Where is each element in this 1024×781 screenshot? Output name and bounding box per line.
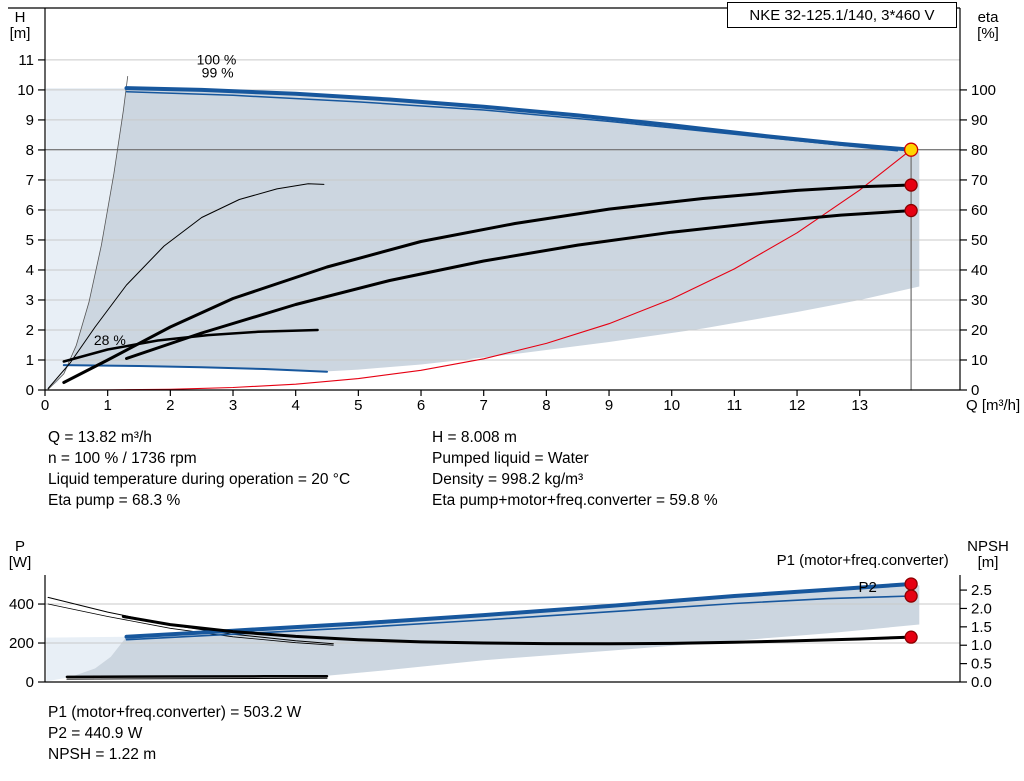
y-right-axis-label: NPSH: [967, 538, 1009, 555]
low-flow-area: [46, 88, 127, 390]
npsh-marker: [904, 630, 918, 644]
y-left-tick-label: 10: [17, 82, 34, 99]
y-left-tick-label: 0: [26, 674, 34, 691]
y-left-tick-label: 5: [26, 232, 34, 249]
x-tick-label: 11: [727, 397, 743, 414]
y-left-tick-label: 11: [18, 52, 34, 69]
y-left-tick-label: 4: [26, 262, 34, 279]
system-curve: [44, 149, 912, 391]
operating-point-info-left: Q = 13.82 m³/h n = 100 % / 1736 rpm Liqu…: [48, 427, 350, 511]
operating-point-info-right: H = 8.008 m Pumped liquid = Water Densit…: [432, 427, 718, 511]
info-line-eta-pump: Eta pump = 68.3 %: [48, 492, 181, 509]
info-line-density: Density = 998.2 kg/m³: [432, 471, 584, 488]
y-left-tick-label: 400: [9, 596, 34, 613]
info-line-p1: P1 (motor+freq.converter) = 503.2 W: [48, 704, 302, 721]
y-right-tick-label: 90: [971, 112, 988, 129]
y-right-tick-label: 80: [971, 142, 988, 159]
power-npsh-chart: 0 200 400 0.00.5 1.01.5 2.02.5 P[W] NPSH[m] P1 (…: [9, 538, 1009, 691]
x-tick-label: 12: [789, 397, 806, 414]
duty-point-marker: [903, 142, 919, 157]
y-left-axis-label: [W]: [9, 554, 32, 571]
y-left-tick-label: 7: [26, 172, 34, 189]
y-left-tick-label: 0: [26, 382, 34, 399]
y-left-tick-label: 200: [9, 635, 34, 652]
info-line-head: H = 8.008 m: [432, 429, 517, 446]
x-tick-label: 1: [103, 397, 111, 414]
y-left-tick-label: 1: [26, 352, 34, 369]
pump-model-title: NKE 32-125.1/140, 3*460 V: [727, 2, 957, 28]
info-line-speed: n = 100 % / 1736 rpm: [48, 450, 197, 467]
y-right-tick-label: 1.5: [971, 619, 992, 636]
speed-100-label: 100 %: [197, 51, 237, 67]
y-right-tick-label: 0: [971, 382, 979, 399]
x-tick-label: 3: [229, 397, 237, 414]
p1-curve-label: P1 (motor+freq.converter): [777, 552, 949, 569]
y-right-tick-label: 2.0: [971, 600, 992, 617]
x-tick-label: 8: [542, 397, 550, 414]
y-right-tick-label: 10: [971, 352, 988, 369]
x-tick-label: 7: [480, 397, 488, 414]
y-right-tick-label: 1.0: [971, 637, 992, 654]
y-left-axis-label: [m]: [10, 25, 31, 42]
y-right-tick-label: 50: [971, 232, 988, 249]
y-left-axis-label: H: [15, 9, 26, 26]
eta-pump-min-speed-curve: [47, 183, 325, 389]
y-right-axis-label: [m]: [978, 554, 999, 571]
info-line-p2: P2 = 440.9 W: [48, 725, 143, 742]
info-line-q: Q = 13.82 m³/h: [48, 429, 152, 446]
pump-curve-min-speed: [62, 364, 328, 373]
y-left-tick-label: 3: [26, 292, 34, 309]
y-left-tick-label: 2: [26, 322, 34, 339]
info-line-npsh: NPSH = 1.22 m: [48, 746, 157, 763]
y-right-tick-label: 2.5: [971, 582, 992, 599]
x-axis-label: Q [m³/h]: [966, 397, 1020, 414]
x-tick-label: 0: [41, 397, 49, 414]
p-min-speed-thin-line: [66, 677, 328, 680]
y-right-tick-label: 40: [971, 262, 988, 279]
y-left-tick-label: 6: [26, 202, 34, 219]
p-min-speed-line: [65, 674, 329, 679]
eta-total-curve: [125, 209, 913, 360]
x-tick-label: 10: [663, 397, 680, 414]
eta-total-min-speed-curve: [62, 328, 319, 363]
p1-curve: [124, 582, 914, 639]
x-tick-label: 6: [417, 397, 425, 414]
speed-28-label: 28 %: [94, 332, 126, 348]
p2-marker: [904, 589, 918, 603]
p1-marker: [904, 577, 918, 591]
y-right-tick-label: 100: [971, 82, 996, 99]
y-right-axis-label: [%]: [977, 25, 999, 42]
y-right-tick-label: 20: [971, 322, 988, 339]
info-line-liquid: Pumped liquid = Water: [432, 450, 589, 467]
x-tick-label: 5: [354, 397, 362, 414]
y-left-tick-label: 9: [26, 112, 34, 129]
eta-total-marker: [904, 203, 918, 218]
eta-pump-curve: [62, 183, 913, 384]
low-flow-area: [46, 636, 127, 682]
npsh-curve: [121, 615, 913, 646]
y-right-tick-label: 70: [971, 172, 988, 189]
y-right-tick-label: 60: [971, 202, 988, 219]
x-tick-label: 13: [851, 397, 868, 414]
power-npsh-info: P1 (motor+freq.converter) = 503.2 W P2 =…: [48, 702, 301, 765]
x-tick-label: 2: [166, 397, 174, 414]
pump-curve-100: [124, 86, 914, 152]
speed-99-label: 99 %: [202, 64, 234, 80]
eta-pump-marker: [904, 178, 918, 192]
info-line-eta-total: Eta pump+motor+freq.converter = 59.8 %: [432, 492, 718, 509]
y-right-tick-label: 30: [971, 292, 988, 309]
operating-envelope-area: [70, 88, 920, 372]
x-tick-label: 4: [292, 397, 300, 414]
y-left-axis-label: P: [15, 538, 25, 555]
min-flow-boundary-line: [47, 76, 129, 390]
x-tick-label: 9: [605, 397, 613, 414]
power-envelope-area: [70, 584, 920, 678]
y-right-tick-label: 0.0: [971, 674, 992, 691]
info-line-temperature: Liquid temperature during operation = 20…: [48, 471, 351, 488]
p2-curve-label: P2: [858, 579, 876, 596]
y-left-tick-label: 8: [26, 142, 34, 159]
qh-eta-chart: 0 1 2 3 4 5 6 7 8 9 10 11 12 130123456789101101020304…: [8, 7, 1020, 414]
y-right-tick-label: 0.5: [971, 656, 992, 673]
y-right-axis-label: eta: [978, 9, 1000, 26]
